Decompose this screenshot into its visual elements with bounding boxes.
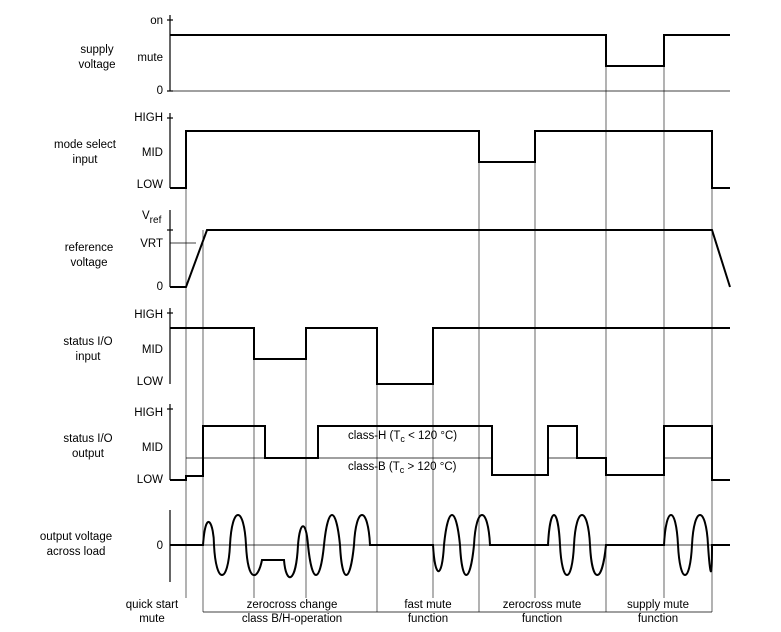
status-input-waveform — [170, 327, 730, 385]
supply-level-mute: mute — [137, 52, 163, 64]
output-voltage-label: output voltage across load — [40, 531, 112, 558]
phase-quick-start-mute: quick start mute — [126, 599, 179, 625]
status-output-row: status I/O output HIGH MID LOW class-H (T… — [63, 404, 730, 486]
supply-voltage-waveform — [170, 34, 730, 67]
reference-voltage-label: reference voltage — [65, 242, 114, 269]
status-in-level-high: HIGH — [134, 309, 163, 321]
status-out-level-high: HIGH — [134, 407, 163, 419]
supply-voltage-label: supply voltage — [78, 44, 115, 71]
status-out-level-mid: MID — [142, 442, 163, 454]
reference-level-zero: 0 — [157, 281, 163, 293]
reference-voltage-waveform — [170, 229, 731, 288]
reference-level-vrt: VRT — [140, 238, 163, 250]
mode-select-waveform — [170, 130, 730, 189]
status-output-label: status I/O output — [63, 433, 112, 460]
class-h-label: class-H (Tc < 120 °C) — [348, 430, 457, 444]
mode-select-row: mode select input HIGH MID LOW — [54, 112, 730, 191]
mode-select-label: mode select input — [54, 139, 117, 166]
time-markers — [185, 35, 713, 612]
output-voltage-waveform — [170, 514, 730, 579]
status-input-label: status I/O input — [63, 336, 112, 363]
phase-zerocross-change: zerocross change class B/H-operation — [242, 599, 342, 625]
mode-level-high: HIGH — [134, 112, 163, 124]
supply-voltage-row: supply voltage on mute 0 — [78, 15, 730, 97]
mode-level-low: LOW — [137, 179, 163, 191]
mode-level-mid: MID — [142, 147, 163, 159]
reference-voltage-row: reference voltage Vref VRT 0 — [65, 210, 731, 293]
output-voltage-row: output voltage across load 0 — [40, 510, 730, 582]
phase-supply-mute: supply mute function — [627, 599, 689, 625]
supply-level-on: on — [150, 15, 163, 27]
phase-fast-mute: fast mute function — [404, 599, 451, 625]
output-level-zero: 0 — [157, 540, 163, 552]
status-output-waveform — [170, 425, 730, 481]
status-out-level-low: LOW — [137, 474, 163, 486]
status-in-level-low: LOW — [137, 376, 163, 388]
phase-annotations: quick start mute zerocross change class B/… — [126, 599, 712, 625]
status-in-level-mid: MID — [142, 344, 163, 356]
status-input-row: status I/O input HIGH MID LOW — [63, 308, 730, 388]
reference-level-vref: Vref — [142, 210, 162, 226]
supply-level-zero: 0 — [157, 85, 163, 97]
phase-zerocross-mute: zerocross mute function — [503, 599, 582, 625]
class-b-label: class-B (Tc > 120 °C) — [348, 461, 457, 475]
